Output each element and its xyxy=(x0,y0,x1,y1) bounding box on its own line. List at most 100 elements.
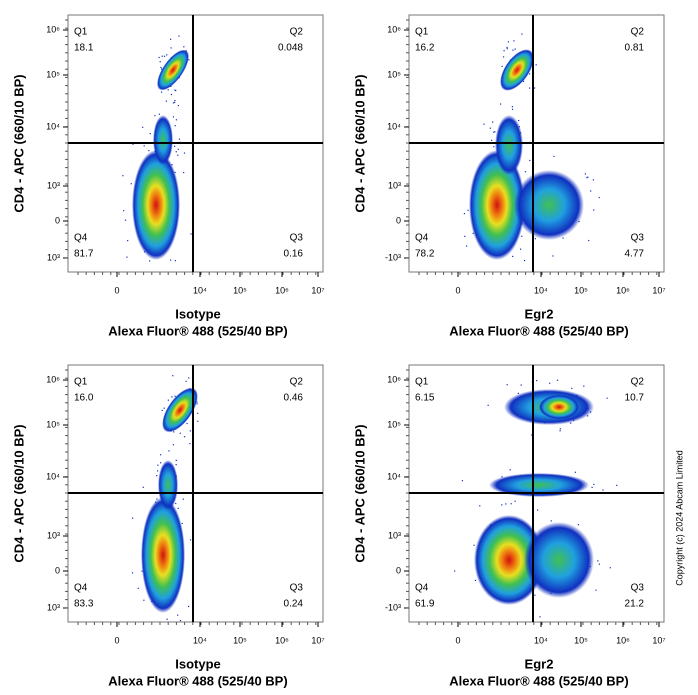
y-tick-label: -10³ xyxy=(385,602,401,612)
event-dot xyxy=(510,503,512,505)
density-cloud xyxy=(474,515,544,605)
density-cloud xyxy=(156,49,190,91)
event-dot xyxy=(188,377,190,379)
x-tick-label: 10⁵ xyxy=(233,635,247,645)
event-dot xyxy=(170,93,173,96)
event-dot xyxy=(158,56,160,59)
y-tick-label: 10⁶ xyxy=(387,374,401,384)
event-dot xyxy=(182,498,184,500)
event-dot xyxy=(175,502,177,505)
event-dot xyxy=(514,48,516,50)
quadrant-label: Q1 xyxy=(415,377,429,388)
event-dot xyxy=(528,87,531,89)
event-dot xyxy=(535,64,537,66)
event-dot xyxy=(163,407,165,409)
quadrant-label: Q2 xyxy=(631,27,645,38)
event-dot xyxy=(465,245,468,247)
event-dot xyxy=(173,101,176,103)
event-dot xyxy=(602,489,604,491)
quadrant-label: Q3 xyxy=(631,583,645,594)
event-dot xyxy=(513,40,515,42)
y-tick-label: 0 xyxy=(55,215,60,225)
quadrant-value: 0.24 xyxy=(284,599,304,610)
event-dot xyxy=(514,500,516,502)
event-dot xyxy=(183,171,185,174)
y-tick-label: 10³ xyxy=(47,252,60,262)
event-dot xyxy=(556,379,559,381)
panel: Q1 18.1 Q2 0.048 Q3 0.16 Q4 81.7 10⁶ 10⁵ 10⁴ 10³ 0 10… xyxy=(11,14,325,338)
event-dot xyxy=(588,239,590,242)
event-dot xyxy=(509,469,511,471)
density-cloud xyxy=(524,522,594,598)
event-dot xyxy=(177,104,179,107)
event-dot xyxy=(473,544,475,546)
event-dot xyxy=(559,430,561,432)
event-dot xyxy=(461,480,464,482)
event-dot xyxy=(166,54,168,56)
event-dot xyxy=(190,233,192,235)
density-cloud xyxy=(514,170,584,240)
event-dot xyxy=(181,522,183,525)
x-axis-label: Egr2 xyxy=(525,306,554,321)
x-tick-label: 10⁷ xyxy=(652,285,665,295)
event-dot xyxy=(552,255,554,257)
event-dot xyxy=(549,382,551,384)
event-dot xyxy=(494,131,496,133)
event-dot xyxy=(463,212,466,215)
event-dot xyxy=(520,384,522,386)
event-dot xyxy=(172,102,175,104)
event-dot xyxy=(177,148,179,150)
event-dot xyxy=(521,235,523,237)
event-dot xyxy=(528,73,531,75)
quadrant-value: 81.7 xyxy=(74,249,94,260)
event-dot xyxy=(177,507,179,509)
panel: Q1 16.0 Q2 0.46 Q3 0.24 Q4 83.3 10⁶ 10⁵ 10⁴ 10³ 0 10³… xyxy=(11,364,325,688)
event-dot xyxy=(574,471,576,473)
event-dot xyxy=(167,399,169,401)
event-dot xyxy=(187,605,190,608)
event-dot xyxy=(160,91,163,93)
event-dot xyxy=(474,579,477,582)
event-dot xyxy=(503,50,505,52)
event-dot xyxy=(172,444,175,446)
event-dot xyxy=(156,498,158,500)
y-tick-label: 10⁵ xyxy=(387,419,401,429)
x-axis-sublabel: Alexa Fluor® 488 (525/40 BP) xyxy=(108,323,287,338)
quadrant-value: 0.16 xyxy=(284,249,304,260)
y-tick-label: 10³ xyxy=(388,530,401,540)
event-dot xyxy=(137,587,139,589)
x-tick-label: 10⁷ xyxy=(311,285,324,295)
quadrant-value: 16.2 xyxy=(415,43,435,54)
event-dot xyxy=(154,115,156,117)
y-tick-label: 0 xyxy=(396,215,401,225)
event-dot xyxy=(149,260,151,262)
event-dot xyxy=(175,151,177,153)
event-dot xyxy=(142,126,144,128)
y-axis-label: CD4 - APC (660/10 BP) xyxy=(11,424,26,562)
event-dot xyxy=(174,260,177,262)
y-tick-label: 10³ xyxy=(47,602,60,612)
event-dot xyxy=(196,403,198,405)
event-dot xyxy=(130,183,132,185)
quadrant-label: Q4 xyxy=(415,583,429,594)
y-tick-label: 10⁴ xyxy=(46,471,60,481)
quadrant-label: Q2 xyxy=(290,377,304,388)
event-dot xyxy=(501,504,503,506)
event-dot xyxy=(178,138,181,140)
event-dot xyxy=(174,145,176,147)
quadrant-value: 61.9 xyxy=(415,599,435,610)
event-dot xyxy=(158,113,160,115)
event-dot xyxy=(149,133,151,135)
event-dot xyxy=(590,190,592,192)
x-tick-label: 10⁴ xyxy=(534,285,548,295)
event-dot xyxy=(562,237,564,239)
event-dot xyxy=(189,430,191,432)
event-dot xyxy=(172,116,175,118)
event-dot xyxy=(157,464,159,466)
x-tick-label: 10⁶ xyxy=(616,285,630,295)
quadrant-value: 0.46 xyxy=(284,393,304,404)
event-dot xyxy=(464,235,466,237)
event-dot xyxy=(467,209,469,211)
event-dot xyxy=(156,475,158,477)
event-dot xyxy=(491,139,493,141)
